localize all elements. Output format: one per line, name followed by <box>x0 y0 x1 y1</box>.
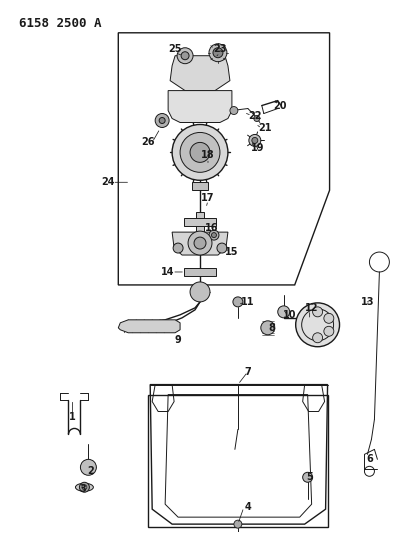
Circle shape <box>233 520 241 528</box>
Text: 7: 7 <box>244 367 251 377</box>
Text: 11: 11 <box>240 297 254 307</box>
Text: 22: 22 <box>247 110 261 120</box>
Bar <box>148 394 327 527</box>
Circle shape <box>248 134 260 147</box>
Circle shape <box>260 321 274 335</box>
Text: 2: 2 <box>87 466 94 477</box>
Text: 16: 16 <box>205 223 218 233</box>
Circle shape <box>155 114 169 127</box>
Circle shape <box>79 482 89 492</box>
Circle shape <box>323 313 333 324</box>
Polygon shape <box>168 91 231 123</box>
Text: 15: 15 <box>225 247 238 257</box>
Text: 1: 1 <box>69 413 76 423</box>
Ellipse shape <box>75 483 93 491</box>
Text: 19: 19 <box>250 143 264 154</box>
Circle shape <box>302 472 312 482</box>
Text: 12: 12 <box>304 303 318 313</box>
Circle shape <box>251 138 257 143</box>
Bar <box>184 268 216 276</box>
Text: 13: 13 <box>360 297 373 307</box>
Text: 8: 8 <box>267 323 274 333</box>
Text: 24: 24 <box>101 177 115 187</box>
Circle shape <box>216 243 226 253</box>
Text: 26: 26 <box>141 138 155 148</box>
Circle shape <box>181 52 189 60</box>
Circle shape <box>188 231 211 255</box>
Text: 10: 10 <box>282 310 296 320</box>
Text: 21: 21 <box>257 124 271 133</box>
Circle shape <box>232 297 242 307</box>
Text: 5: 5 <box>306 472 312 482</box>
Circle shape <box>312 307 322 317</box>
Circle shape <box>172 125 227 180</box>
Text: 17: 17 <box>201 193 214 203</box>
Text: 18: 18 <box>201 150 214 160</box>
Circle shape <box>80 459 96 475</box>
Circle shape <box>212 48 222 58</box>
Circle shape <box>323 326 333 336</box>
Circle shape <box>177 48 193 63</box>
Text: 25: 25 <box>168 44 182 54</box>
Circle shape <box>159 117 165 124</box>
Bar <box>196 212 204 232</box>
Text: 14: 14 <box>161 267 175 277</box>
Bar <box>184 218 216 226</box>
Circle shape <box>229 107 237 115</box>
Circle shape <box>180 133 219 172</box>
Circle shape <box>211 232 216 238</box>
Bar <box>191 182 207 190</box>
Polygon shape <box>172 232 227 255</box>
Circle shape <box>295 303 339 347</box>
Text: 20: 20 <box>272 101 286 110</box>
Text: 6158 2500 A: 6158 2500 A <box>18 17 101 30</box>
Text: 23: 23 <box>213 44 226 54</box>
Polygon shape <box>170 56 229 91</box>
Polygon shape <box>118 320 180 333</box>
Text: 3: 3 <box>79 484 85 494</box>
Circle shape <box>209 44 226 62</box>
Circle shape <box>190 142 209 163</box>
Circle shape <box>193 237 205 249</box>
Text: 6: 6 <box>365 454 372 464</box>
Circle shape <box>190 282 209 302</box>
Circle shape <box>312 333 322 343</box>
Text: 9: 9 <box>174 335 181 345</box>
Circle shape <box>173 243 183 253</box>
Circle shape <box>209 230 218 240</box>
Text: 4: 4 <box>244 502 251 512</box>
Circle shape <box>277 306 289 318</box>
Circle shape <box>253 116 259 122</box>
